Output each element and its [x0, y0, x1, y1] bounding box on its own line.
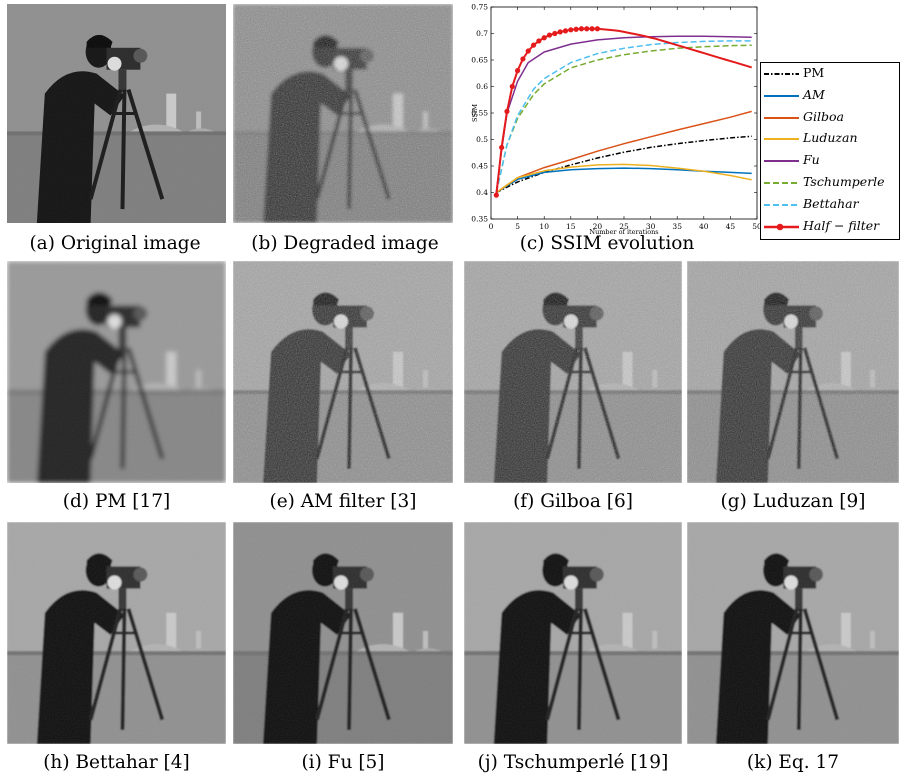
caption-ssim-evolution: (c) SSIM evolution	[519, 233, 695, 254]
legend-swatch	[764, 138, 799, 141]
legend-entry: Fu	[763, 152, 899, 171]
legend-label: Fu	[803, 152, 820, 168]
y-tick-label: 0.4	[476, 188, 488, 197]
legend-label: AM	[803, 86, 825, 102]
caption-gilboa: (f) Gilboa [6]	[513, 491, 633, 512]
caption-fu: (i) Fu [5]	[301, 752, 385, 773]
degraded-image	[233, 4, 453, 223]
x-tick-label: 5	[515, 222, 520, 231]
x-tick-label: 25	[619, 222, 629, 231]
series-point-halffilter	[520, 56, 526, 62]
x-tick-label: 30	[646, 222, 656, 231]
caption-am-filter: (e) AM filter [3]	[269, 491, 417, 512]
y-tick-label: 0.7	[476, 29, 488, 38]
series-line-bettahar	[495, 40, 752, 193]
series-point-halffilter	[557, 29, 563, 35]
legend-swatch	[764, 203, 799, 206]
pm-result-image	[7, 261, 226, 483]
x-tick-label: 35	[672, 222, 682, 231]
series-point-halffilter	[493, 192, 499, 198]
x-tick-label: 20	[593, 222, 603, 231]
series-line-gilboa	[495, 110, 752, 194]
series-point-halffilter	[578, 26, 585, 32]
series-point-halffilter	[546, 32, 553, 38]
caption-pm: (d) PM [17]	[62, 491, 171, 512]
series-point-halffilter	[568, 27, 574, 33]
series-point-halffilter	[589, 26, 595, 32]
y-axis-label: SSIM	[471, 104, 479, 122]
x-axis-label: Number of iterations	[589, 228, 658, 234]
legend-label: Half − filter	[803, 217, 880, 233]
caption-original-image: (a) Original image	[29, 233, 201, 254]
original-image	[7, 4, 226, 223]
plot-area	[490, 6, 758, 220]
x-tick-label: 50	[752, 222, 762, 231]
legend-swatch	[764, 182, 799, 184]
legend-entry: Luduzan	[763, 130, 899, 149]
y-tick-label: 0.45	[471, 162, 488, 171]
series-point-halffilter	[573, 26, 579, 32]
chart-legend: PM AM Gilboa Luduzan Fu Tschumperle Bett…	[760, 62, 900, 240]
series-line-luduzan	[495, 163, 752, 194]
ssim-chart-svg: 0 5 10 15 20 25 30 35 40 45 50 0.35 0.4 0.45 0.5 0.55 0.…	[471, 3, 762, 237]
series-point-halffilter	[536, 38, 542, 44]
y-tick-label: 0.35	[471, 215, 488, 224]
am-filter-result-image	[233, 261, 453, 483]
y-tick-label: 0.5	[476, 135, 488, 144]
series-point-halffilter	[509, 83, 515, 90]
series-point-halffilter	[530, 42, 537, 48]
x-tick-label: 0	[489, 222, 494, 231]
series-point-halffilter	[584, 26, 590, 32]
legend-entry: Bettahar	[763, 196, 899, 215]
caption-bettahar: (h) Bettahar [4]	[43, 752, 190, 773]
x-tick-label: 45	[726, 222, 736, 231]
caption-luduzan: (g) Luduzan [9]	[720, 491, 866, 512]
series-line-am	[495, 167, 752, 194]
caption-tschumperle: (j) Tschumperlé [19]	[477, 752, 669, 773]
legend-swatch	[764, 73, 799, 75]
legend-label: PM	[803, 65, 825, 80]
legend-label: Tschumperle	[803, 174, 885, 189]
y-tick-label: 0.75	[471, 3, 488, 12]
legend-swatch	[764, 94, 799, 97]
legend-label: Luduzan	[803, 130, 858, 146]
legend-entry: PM	[763, 65, 899, 84]
y-tick-label: 0.6	[476, 82, 488, 91]
series-point-halffilter	[552, 30, 558, 37]
x-tick-label: 15	[566, 222, 576, 231]
series-line-tschumperle	[495, 44, 752, 193]
ssim-chart: 0 5 10 15 20 25 30 35 40 45 50 0.35 0.4 0.45 0.5 0.55 0.…	[470, 2, 902, 237]
caption-degraded-image: (b) Degraded image	[251, 233, 439, 254]
fu-result-image	[233, 522, 453, 744]
legend-swatch	[764, 223, 799, 230]
legend-label: Gilboa	[803, 108, 844, 124]
legend-label: Bettahar	[803, 195, 859, 211]
series-point-halffilter	[499, 144, 505, 151]
caption-eq17: (k) Eq. 17	[746, 752, 840, 773]
legend-entry: Gilboa	[763, 109, 899, 128]
legend-entry: Tschumperle	[763, 174, 899, 193]
gilboa-result-image	[464, 261, 682, 483]
series-point-halffilter	[594, 26, 600, 32]
bettahar-result-image	[7, 522, 226, 744]
tschumperle-result-image	[464, 522, 682, 744]
legend-swatch	[764, 116, 799, 119]
series-point-halffilter	[515, 68, 521, 74]
series-line-pm	[495, 135, 752, 194]
x-tick-label: 40	[699, 222, 709, 231]
legend-entry: Half − filter	[763, 218, 899, 237]
legend-swatch	[764, 160, 799, 163]
series-point-halffilter	[562, 28, 569, 34]
luduzan-result-image	[687, 261, 899, 483]
legend-entry: AM	[763, 87, 899, 106]
x-tick-label: 10	[539, 222, 549, 231]
series-point-halffilter	[504, 108, 510, 115]
y-tick-label: 0.55	[471, 109, 488, 118]
eq17-result-image	[687, 522, 899, 744]
series-point-halffilter	[525, 48, 531, 54]
y-tick-label: 0.65	[471, 56, 488, 65]
series-point-halffilter	[541, 35, 547, 41]
